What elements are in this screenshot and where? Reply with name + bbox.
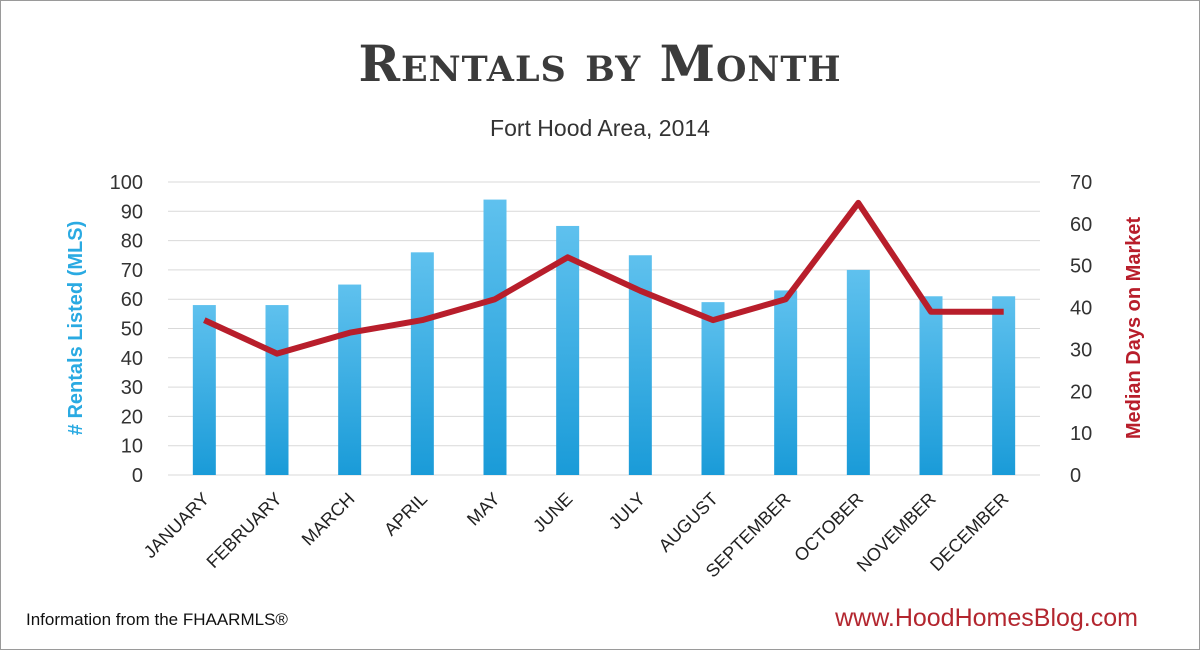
chart-title: Rentals by Month [358, 34, 842, 93]
bar-january [192, 305, 216, 475]
category-label: JUNE [529, 489, 576, 536]
right-axis-ticks: 0 10 20 30 40 50 60 70 [1070, 172, 1092, 487]
left-tick-label: 90 [121, 201, 143, 223]
website-link[interactable]: www.HoodHomesBlog.com [835, 604, 1138, 632]
category-label: MAY [463, 489, 504, 530]
category-label: APRIL [380, 489, 431, 540]
right-tick-label: 10 [1070, 423, 1092, 445]
bar-november [919, 296, 943, 475]
line-series [203, 199, 1004, 357]
bar-july [628, 255, 652, 475]
left-tick-label: 80 [121, 231, 143, 253]
category-label: OCTOBER [790, 489, 867, 566]
right-tick-label: 50 [1070, 256, 1092, 278]
right-tick-label: 20 [1070, 381, 1092, 403]
bar-may [483, 199, 507, 475]
category-label: FEBRUARY [203, 489, 286, 572]
bar-february [265, 305, 289, 475]
right-tick-label: 0 [1070, 465, 1081, 487]
category-label: MARCH [298, 489, 359, 550]
category-label: JULY [605, 489, 649, 533]
category-label: DECEMBER [926, 489, 1012, 575]
grid-lines [168, 181, 1040, 476]
left-tick-label: 70 [121, 260, 143, 282]
left-tick-label: 40 [121, 348, 143, 370]
left-tick-label: 20 [121, 406, 143, 428]
left-tick-label: 10 [121, 436, 143, 458]
category-label: AUGUST [655, 489, 722, 556]
left-tick-label: 100 [110, 172, 143, 194]
left-tick-label: 60 [121, 289, 143, 311]
category-label: JANUARY [140, 489, 213, 562]
source-note: Information from the FHAARMLS® [26, 610, 288, 629]
bar-december [992, 296, 1016, 475]
left-tick-label: 0 [132, 465, 143, 487]
bar-october [846, 269, 870, 475]
right-tick-label: 40 [1070, 298, 1092, 320]
right-tick-label: 60 [1070, 214, 1092, 236]
right-axis-label: Median Days on Market [1123, 217, 1145, 440]
bar-june [556, 225, 580, 475]
bar-march [338, 284, 362, 475]
bar-series [192, 199, 1016, 475]
chart-subtitle: Fort Hood Area, 2014 [490, 115, 710, 141]
left-tick-label: 50 [121, 319, 143, 341]
right-tick-label: 30 [1070, 339, 1092, 361]
left-axis-ticks: 0 10 20 30 40 50 60 70 80 90 100 [110, 172, 143, 487]
bar-august [701, 302, 725, 475]
left-axis-label: # Rentals Listed (MLS) [65, 221, 87, 435]
right-tick-label: 70 [1070, 172, 1092, 194]
bar-september [774, 290, 798, 475]
days-on-market-line [203, 199, 1004, 357]
bar-april [410, 252, 434, 475]
left-tick-label: 30 [121, 377, 143, 399]
